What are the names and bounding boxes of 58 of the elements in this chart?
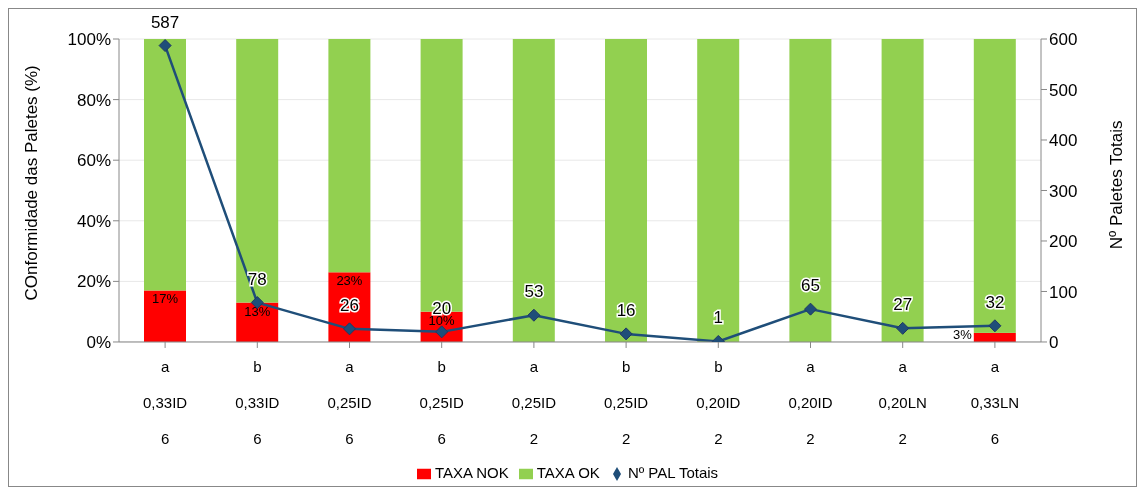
data-label: 53 xyxy=(524,282,544,302)
point xyxy=(804,302,817,316)
y2-tick-label: 0 xyxy=(1049,333,1059,352)
bar xyxy=(512,39,555,342)
y2-tick-label: 100 xyxy=(1049,282,1078,302)
bar xyxy=(697,39,740,342)
category-label: b 0,25ID 2 xyxy=(604,357,649,447)
bar xyxy=(973,39,1016,333)
data-label: 65 xyxy=(801,276,820,296)
category-label: b 0,20ID 2 xyxy=(696,357,741,447)
y2-tick-label: 600 xyxy=(1049,30,1078,50)
legend-label: TAXA NOK xyxy=(434,463,509,481)
legend-label: TAXA OK xyxy=(536,463,600,481)
category-label: a 0,33LN 6 xyxy=(970,357,1020,447)
bar xyxy=(144,39,186,291)
bar xyxy=(236,39,279,303)
y-tick-label: 20% xyxy=(76,272,111,292)
category-label: a 0,20ID 2 xyxy=(788,357,833,447)
point xyxy=(619,327,633,341)
category-label: a 0,20LN 2 xyxy=(878,357,927,447)
point xyxy=(527,308,541,322)
bar xyxy=(605,39,647,342)
data-label: 3% xyxy=(953,326,973,342)
data-label: 32 xyxy=(985,292,1005,312)
category-label: a 0,33ID 6 xyxy=(143,357,188,447)
bar xyxy=(420,39,463,312)
y2-axis-title: Nº Paletes Totais xyxy=(1107,120,1127,250)
y2-tick-label: 200 xyxy=(1049,232,1078,252)
bar xyxy=(881,39,924,342)
data-label: 13% xyxy=(244,303,271,319)
data-label: 26 xyxy=(340,295,359,315)
bar xyxy=(328,39,371,273)
data-label: 1 xyxy=(713,308,724,328)
point xyxy=(988,319,1002,333)
y-axis-title: COnformidade das Paletes (%) xyxy=(22,65,42,301)
y2-tick-label: 300 xyxy=(1049,181,1078,201)
category-label: b 0,25ID 6 xyxy=(419,357,464,447)
y-tick-label: 0% xyxy=(86,333,111,352)
bar xyxy=(789,39,832,342)
category-label: a 0,25ID 6 xyxy=(327,357,372,447)
y-tick-label: 100% xyxy=(67,30,111,50)
bar xyxy=(144,290,186,342)
legend-label: Nº PAL Totais xyxy=(627,463,719,481)
y-tick-label: 80% xyxy=(76,90,111,110)
data-label: 17% xyxy=(151,291,179,307)
y2-tick-label: 400 xyxy=(1049,131,1078,151)
data-label: 16 xyxy=(616,300,636,320)
data-label: 587 xyxy=(150,12,180,32)
point xyxy=(158,39,172,53)
point xyxy=(896,321,910,335)
data-label: 23% xyxy=(336,273,363,289)
point xyxy=(343,322,356,336)
y2-tick-label: 500 xyxy=(1049,80,1078,100)
category-label: a 0,25ID 2 xyxy=(511,357,556,447)
data-label: 27 xyxy=(893,295,913,315)
y-tick-label: 60% xyxy=(76,151,111,171)
category-label: b 0,33ID 6 xyxy=(235,357,280,447)
y-tick-label: 40% xyxy=(76,211,111,231)
